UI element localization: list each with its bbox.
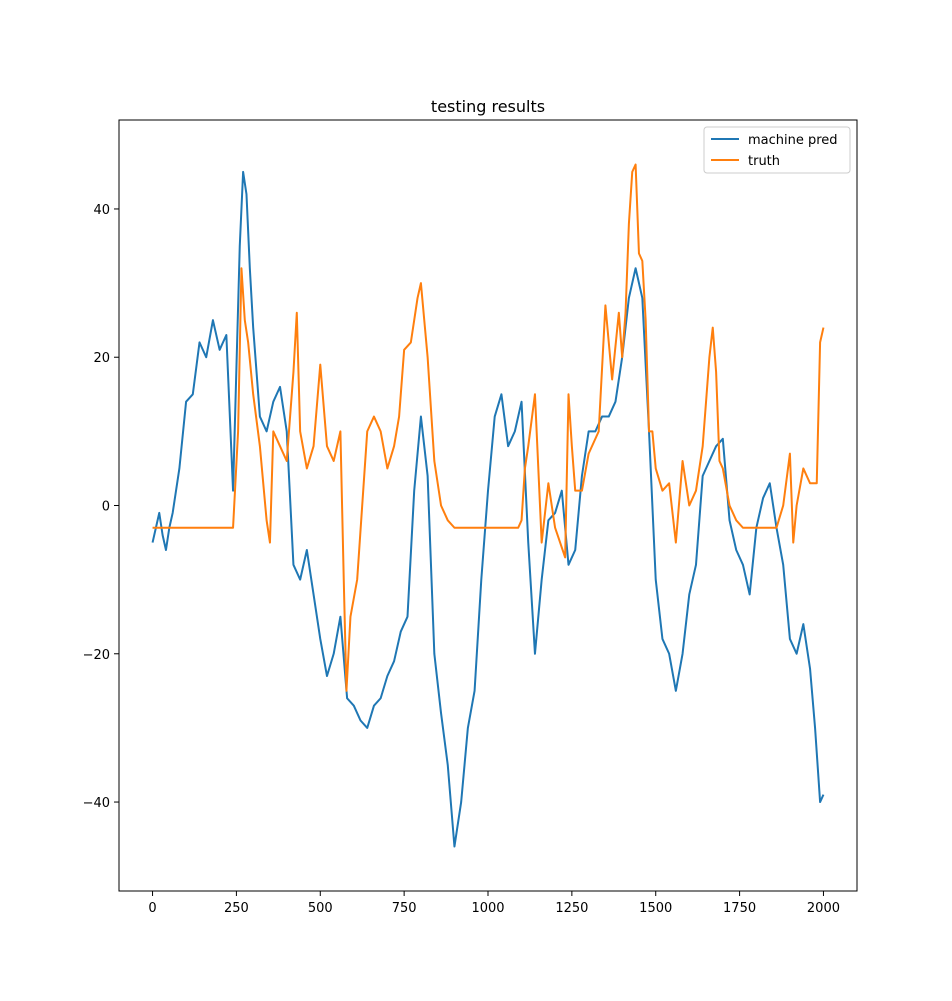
x-tick-label: 1750 [723,901,756,916]
y-tick-label: −40 [83,796,110,811]
chart-title: testing results [431,97,545,116]
axes-layer: 0 250 500 750 1000 1250 1500 1750 2000 −40 −20 0 20 4… [83,203,840,916]
plot-area [119,120,857,891]
legend-label-machine-pred: machine pred [748,133,838,148]
x-tick-label: 1250 [555,901,588,916]
series-line-machine-pred [151,170,825,848]
x-tick-label: 250 [224,901,249,916]
series-layer [151,163,825,848]
y-tick-label: −20 [83,648,110,663]
legend-box [703,126,851,174]
x-tick-label: 1000 [471,901,504,916]
x-tick-label: 750 [392,901,417,916]
series-line-truth [152,163,825,692]
x-tick-label: 2000 [807,901,840,916]
legend: machine pred truth [703,126,851,174]
y-tick-label: 0 [102,500,110,515]
x-tick-label: 1500 [639,901,672,916]
x-tick-label: 500 [308,901,333,916]
legend-label-truth: truth [748,154,780,169]
y-tick-label: 40 [93,203,110,218]
y-tick-label: 20 [93,351,110,366]
plot-frame [118,119,858,892]
x-tick-label: 0 [148,901,156,916]
